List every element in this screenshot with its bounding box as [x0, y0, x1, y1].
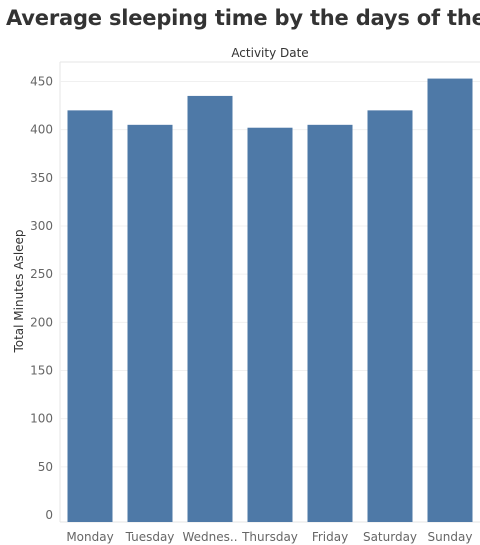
- x-tick-label: Friday: [312, 530, 348, 544]
- x-axis-title: Activity Date: [231, 46, 309, 60]
- bar-2[interactable]: [187, 95, 233, 523]
- chart-title: Average sleeping time by the days of the…: [6, 6, 480, 30]
- y-tick-label: 350: [30, 171, 53, 185]
- y-tick-label: 50: [38, 460, 53, 474]
- bar-1[interactable]: [127, 124, 173, 522]
- x-tick-label: Tuesday: [125, 530, 175, 544]
- y-tick-label: 100: [30, 412, 53, 426]
- x-tick-labels: Monday Tuesday Wednes.. Thursday Friday Satur…: [66, 530, 472, 544]
- y-tick-label: 0: [45, 508, 53, 522]
- bar-4[interactable]: [307, 124, 353, 522]
- y-tick-label: 400: [30, 123, 53, 137]
- bar-6[interactable]: [427, 78, 473, 522]
- x-tick-label: Sunday: [428, 530, 473, 544]
- y-tick-label: 300: [30, 219, 53, 233]
- bar-5[interactable]: [367, 110, 413, 522]
- y-tick-label: 450: [30, 74, 53, 88]
- x-tick-label: Monday: [66, 530, 113, 544]
- y-tick-label: 250: [30, 267, 53, 281]
- x-tick-label: Thursday: [241, 530, 298, 544]
- x-tick-label: Wednes..: [182, 530, 237, 544]
- bar-0[interactable]: [67, 110, 113, 522]
- x-tick-label: Saturday: [363, 530, 417, 544]
- y-tick-label: 200: [30, 315, 53, 329]
- bar-3[interactable]: [247, 127, 293, 523]
- bars: [67, 78, 473, 523]
- y-tick-label: 150: [30, 363, 53, 377]
- y-tick-labels: 0 50 100 150 200 250 300 350 400 450: [30, 74, 53, 522]
